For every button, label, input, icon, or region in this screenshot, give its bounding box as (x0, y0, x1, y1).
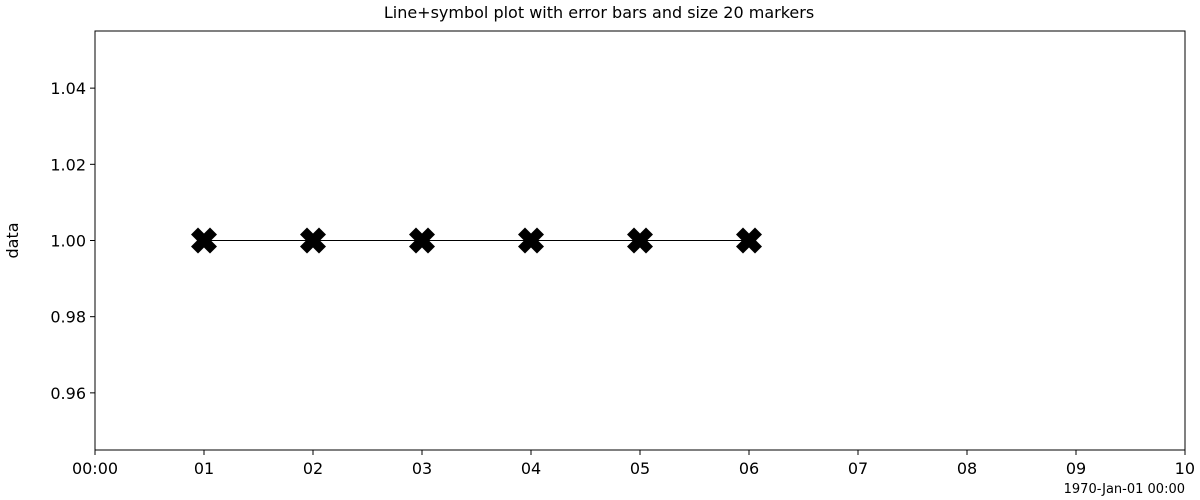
x-tick-label: 09 (1066, 459, 1086, 478)
y-tick-label: 1.02 (50, 155, 86, 174)
x-tick-label: 02 (303, 459, 323, 478)
x-tick-label: 05 (630, 459, 650, 478)
data-point-marker (409, 227, 435, 254)
y-tick-label: 0.96 (50, 384, 86, 403)
data-point-marker (300, 227, 326, 254)
data-point-marker (736, 227, 762, 254)
x-tick-label: 10 (1175, 459, 1195, 478)
x-tick-label: 03 (412, 459, 432, 478)
y-tick-label: 0.98 (50, 308, 86, 327)
data-point-marker (191, 227, 217, 254)
data-point-marker (518, 227, 544, 254)
data-point-marker (627, 227, 653, 254)
x-tick-label: 00:00 (72, 459, 118, 478)
y-tick-label: 1.00 (50, 232, 86, 251)
x-tick-label: 06 (739, 459, 759, 478)
x-tick-label: 01 (194, 459, 214, 478)
plot-area: 0.96 0.98 1.00 1.02 1.04 00:00 01 02 03 04 05 06 07 0… (50, 30, 1195, 478)
y-axis-label: data (3, 222, 22, 258)
x-tick-label: 07 (848, 459, 868, 478)
chart-title: Line+symbol plot with error bars and siz… (384, 3, 814, 22)
x-tick-label: 08 (957, 459, 977, 478)
y-tick-label: 1.04 (50, 79, 86, 98)
x-tick-label: 04 (521, 459, 541, 478)
x-axis-offset-label: 1970-Jan-01 00:00 (1064, 482, 1185, 497)
